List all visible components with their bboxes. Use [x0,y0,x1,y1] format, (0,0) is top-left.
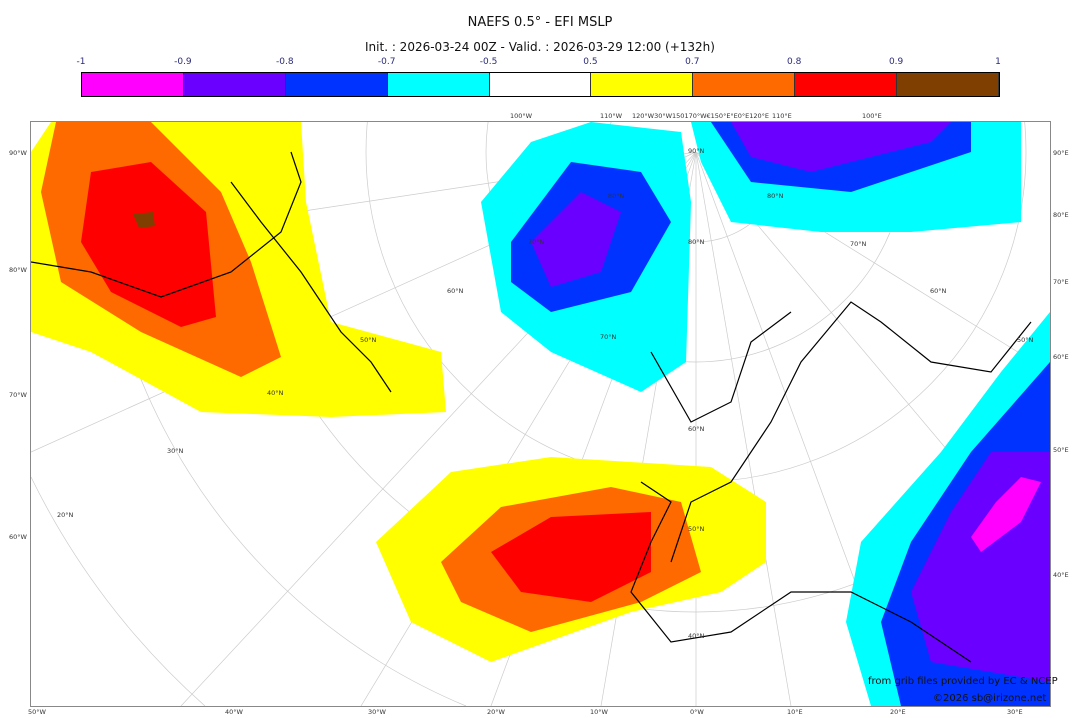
colorbar-tick: -1 [76,57,86,67]
colorbar-tick: -0.5 [479,57,498,67]
axis-label: 100°W [510,112,533,120]
colorbar-segment [591,73,694,96]
axis-label: 80°N [608,192,625,200]
colorbar-segment [489,73,592,96]
colorbar-tick: 1 [995,57,1001,67]
axis-label: 90°W [9,149,27,157]
axis-label: 50°N [1017,336,1034,344]
efi-low-east [846,312,1050,706]
axis-label: 60°N [447,287,464,295]
colorbar-tick: 0.8 [787,57,802,67]
axis-label: 40°N [688,632,705,640]
axis-label: 80°N [688,238,705,246]
axis-label: 20°E [890,708,906,716]
axis-label: 60°W [9,533,27,541]
axis-label: 60°N [930,287,947,295]
axis-label: 70°N [850,240,867,248]
axis-label: 30°N [167,447,184,455]
axis-label: 30°W [368,708,386,716]
axis-label: 0°W [690,708,704,716]
colorbar-segment [693,73,796,96]
colorbar-tick: -0.8 [275,57,294,67]
efi-high-europe [376,457,766,662]
axis-label: 50°N [360,336,377,344]
colorbar-segment [387,73,490,96]
axis-label: 50°E [1053,446,1069,454]
colorbar-tick: 0.7 [685,57,700,67]
colorbar-segment [795,73,898,96]
copyright: ©2026 sb@irizone.net [933,693,1047,704]
axis-label: 110°W [600,112,623,120]
axis-label: 80°W [9,266,27,274]
colorbar-tick: -0.7 [377,57,396,67]
map-canvas [31,122,1050,706]
efi-high-west-atlantic [31,122,446,417]
axis-label: 40°W [225,708,243,716]
axis-label: 70°W [9,391,27,399]
axis-label: 80°E [1053,211,1069,219]
map-subtitle: Init. : 2026-03-24 00Z - Valid. : 2026-0… [365,40,715,54]
axis-label: 110°E [772,112,792,120]
axis-label: 70°E [1053,278,1069,286]
axis-label: 10°E [787,708,803,716]
axis-label: 30°E [1007,708,1023,716]
axis-label: 70°N [600,333,617,341]
axis-label: 80°N [767,192,784,200]
colorbar [81,72,1000,97]
colorbar-segment [82,73,184,96]
map-title: NAEFS 0.5° - EFI MSLP [467,15,613,30]
coastlines [31,151,1032,663]
efi-map [30,121,1051,707]
axis-label: 40°E [1053,571,1069,579]
axis-label: 90°N [688,147,705,155]
colorbar-tick: 0.5 [583,57,598,67]
colorbar-tick: -0.9 [174,57,192,67]
source-credit: from grib files provided by EC & NCEP [868,676,1058,687]
axis-label: 60°E [1053,353,1069,361]
axis-label: 50°W [28,708,46,716]
colorbar-segment [183,73,286,96]
axis-label: 60°N [688,425,705,433]
axis-label: 20°W [487,708,505,716]
axis-label: 40°N [267,389,284,397]
axis-label: 120°W30°W150170°W€150°E°E0°E120°E [632,112,770,120]
colorbar-tick: 0.9 [888,57,904,67]
axis-label: 10°W [590,708,608,716]
colorbar-segment [285,73,388,96]
axis-label: 20°N [57,511,74,519]
axis-label: 70°N [528,238,545,246]
efi-low-greenland [481,122,1021,392]
axis-label: 100°E [862,112,882,120]
axis-label: 90°E [1053,149,1069,157]
colorbar-segment [897,73,1000,96]
axis-label: 50°N [688,525,705,533]
